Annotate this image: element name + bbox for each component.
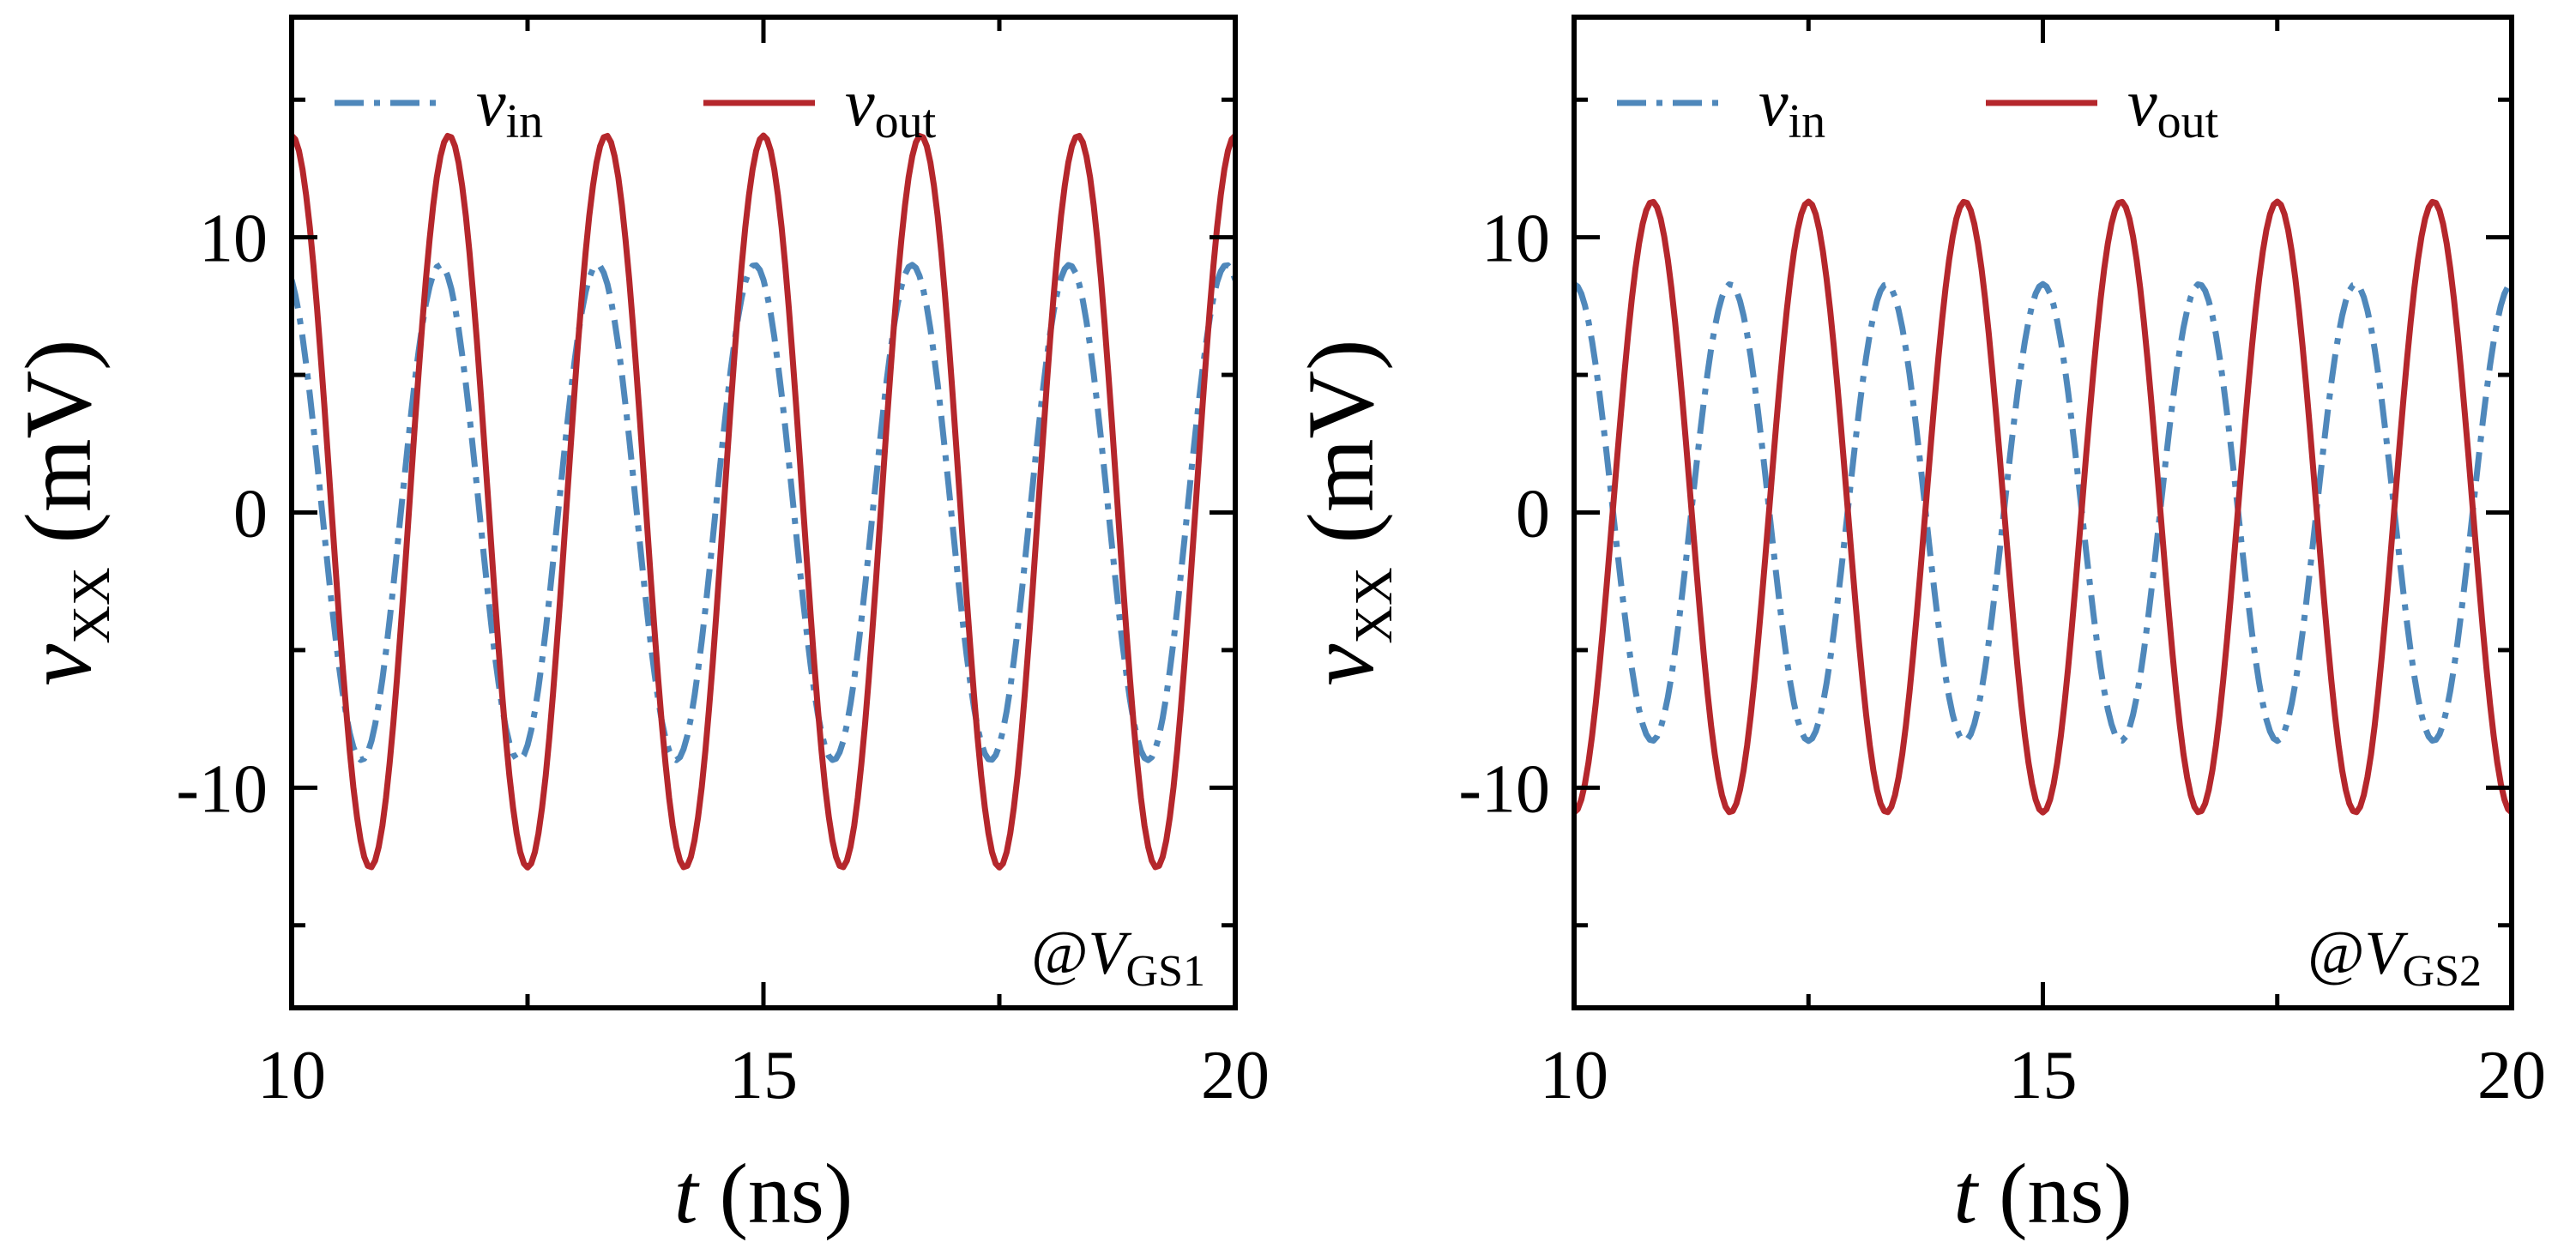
y-tick-label: -10 [1458, 751, 1550, 827]
legend-subscript: in [1789, 95, 1826, 148]
x-tick-label: 15 [2009, 1038, 2078, 1113]
x-tick-label: 10 [257, 1038, 326, 1113]
y-tick-label: 0 [1516, 477, 1550, 552]
x-axis-label: t (ns) [1953, 1146, 2132, 1241]
legend-symbol: v [845, 65, 875, 140]
legend-subscript: out [2157, 95, 2219, 148]
plot-frame [289, 15, 1238, 1010]
legend-subscript: in [506, 95, 544, 148]
annotation-symbol: V [2365, 919, 2409, 987]
series-line-v-out [1574, 198, 2512, 816]
x-tick-label: 20 [2477, 1038, 2546, 1113]
x-tick-label: 20 [1201, 1038, 1270, 1113]
y-tick-label: 10 [1481, 202, 1550, 277]
y-tick-label: -10 [176, 751, 268, 827]
y-axis-unit: (mV) [6, 339, 111, 567]
legend-label-in: vin [1759, 65, 1825, 148]
y-tick-label: 0 [233, 477, 268, 552]
y-tick-label: 10 [199, 202, 268, 277]
y-axis-symbol: v [6, 644, 111, 686]
legend-label-out: vout [845, 65, 937, 148]
x-axis-unit: (ns) [1999, 1146, 2133, 1241]
legend-label-in: vin [476, 65, 543, 148]
y-axis-subscript: XX [1345, 567, 1403, 644]
y-axis-symbol: v [1288, 644, 1393, 686]
series-line-v-out [292, 132, 1235, 871]
annotation-label: @VGS1 [1031, 919, 1205, 996]
plot-frame [1572, 15, 2514, 1010]
legend-symbol: v [1759, 65, 1789, 140]
space [1977, 1146, 1999, 1241]
legend-symbol: v [476, 65, 506, 140]
y-axis-label: vXX (mV) [1288, 339, 1403, 685]
x-axis-symbol: t [674, 1146, 700, 1241]
y-axis-unit: (mV) [1288, 339, 1393, 567]
y-axis-label: vXX (mV) [6, 339, 121, 685]
legend-symbol: v [2127, 65, 2157, 140]
x-axis-symbol: t [1953, 1146, 1979, 1241]
y-axis-subscript: XX [63, 567, 121, 644]
annotation-subscript: GS1 [1126, 947, 1205, 996]
legend-subscript: out [875, 95, 937, 148]
annotation-label: @VGS2 [2308, 919, 2482, 996]
x-tick-label: 15 [729, 1038, 798, 1113]
annotation-prefix: @ [1031, 919, 1088, 987]
annotation-symbol: V [1089, 919, 1132, 987]
x-tick-label: 10 [1540, 1038, 1608, 1113]
x-axis-unit: (ns) [720, 1146, 854, 1241]
x-axis-label: t (ns) [674, 1146, 853, 1241]
series-line-v-in [1574, 280, 2512, 745]
space [698, 1146, 720, 1241]
legend-label-out: vout [2127, 65, 2219, 148]
series-line-v-in [292, 262, 1235, 763]
annotation-prefix: @ [2308, 919, 2364, 987]
annotation-subscript: GS2 [2403, 947, 2482, 996]
